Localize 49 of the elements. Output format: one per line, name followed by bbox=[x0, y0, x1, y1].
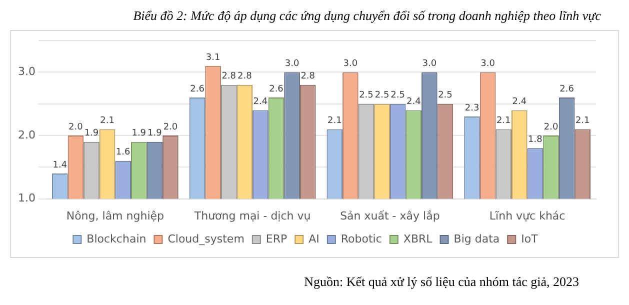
data-label: 1.9 bbox=[132, 128, 146, 139]
data-label: 1.6 bbox=[116, 148, 131, 158]
legend-label: AI bbox=[308, 232, 320, 246]
legend-label: Blockchain bbox=[86, 232, 146, 246]
data-label: 3.0 bbox=[343, 59, 358, 70]
data-label: 2.6 bbox=[560, 84, 574, 94]
data-label: 2.6 bbox=[269, 84, 284, 94]
legend-label: Big data bbox=[454, 232, 500, 246]
data-label: 1.9 bbox=[148, 128, 162, 139]
legend-label: XBRL bbox=[403, 232, 434, 246]
data-label: 2.8 bbox=[237, 72, 252, 82]
data-label: 2.8 bbox=[300, 72, 316, 82]
data-label: 2.0 bbox=[544, 122, 558, 132]
text: Nguồn: Kết quả xử lý số liệu của nhóm tác giả, 2023 bbox=[303, 273, 580, 290]
data-label: 3.0 bbox=[422, 59, 437, 70]
legend-label: Cloud_system bbox=[168, 232, 244, 246]
data-label: 2.0 bbox=[68, 122, 84, 132]
data-label: 2.1 bbox=[575, 116, 590, 126]
data-label: 2.6 bbox=[190, 84, 205, 94]
data-label: 2.4 bbox=[253, 97, 268, 108]
y-tick-label: 1.0 bbox=[18, 192, 36, 205]
data-label: 2.3 bbox=[464, 103, 480, 114]
data-label: 3.1 bbox=[206, 52, 220, 63]
data-label: 2.5 bbox=[359, 90, 374, 101]
data-label: 3.0 bbox=[480, 59, 496, 70]
legend-label: ERP bbox=[266, 232, 288, 246]
data-label: 1.9 bbox=[84, 128, 99, 139]
legend-label: Robotic bbox=[340, 232, 382, 246]
x-tick-label: Lĩnh vực khác bbox=[489, 209, 566, 222]
data-label: 2.1 bbox=[496, 116, 511, 126]
x-tick-label: Sản xuất - xây lắp bbox=[340, 209, 440, 222]
data-label: 2.5 bbox=[438, 90, 452, 101]
data-label: 1.8 bbox=[528, 135, 543, 146]
data-label: 2.8 bbox=[222, 72, 236, 82]
data-label: 2.5 bbox=[374, 90, 390, 101]
x-tick-label: Thương mại - dịch vụ bbox=[193, 209, 311, 222]
data-label: 2.0 bbox=[163, 122, 178, 132]
data-label: 2.5 bbox=[390, 90, 405, 101]
y-tick-label: 2.0 bbox=[18, 128, 36, 142]
data-label: 3.0 bbox=[284, 59, 300, 70]
y-tick-label: 3.0 bbox=[18, 65, 36, 78]
data-label: 2.1 bbox=[100, 116, 114, 126]
data-label: 2.4 bbox=[512, 97, 527, 108]
chart-title: Biểu đồ 2: Mức độ áp dụng các ứng dụng chuyển đổi số trong doanh nghiệp theo lĩnh vực bbox=[132, 7, 602, 25]
legend-label: IoT bbox=[521, 232, 538, 246]
data-label: 2.1 bbox=[327, 116, 342, 126]
data-label: 2.4 bbox=[406, 97, 422, 108]
x-tick-label: Nông, lâm nghiệp bbox=[66, 209, 164, 222]
data-label: 1.4 bbox=[52, 160, 68, 170]
